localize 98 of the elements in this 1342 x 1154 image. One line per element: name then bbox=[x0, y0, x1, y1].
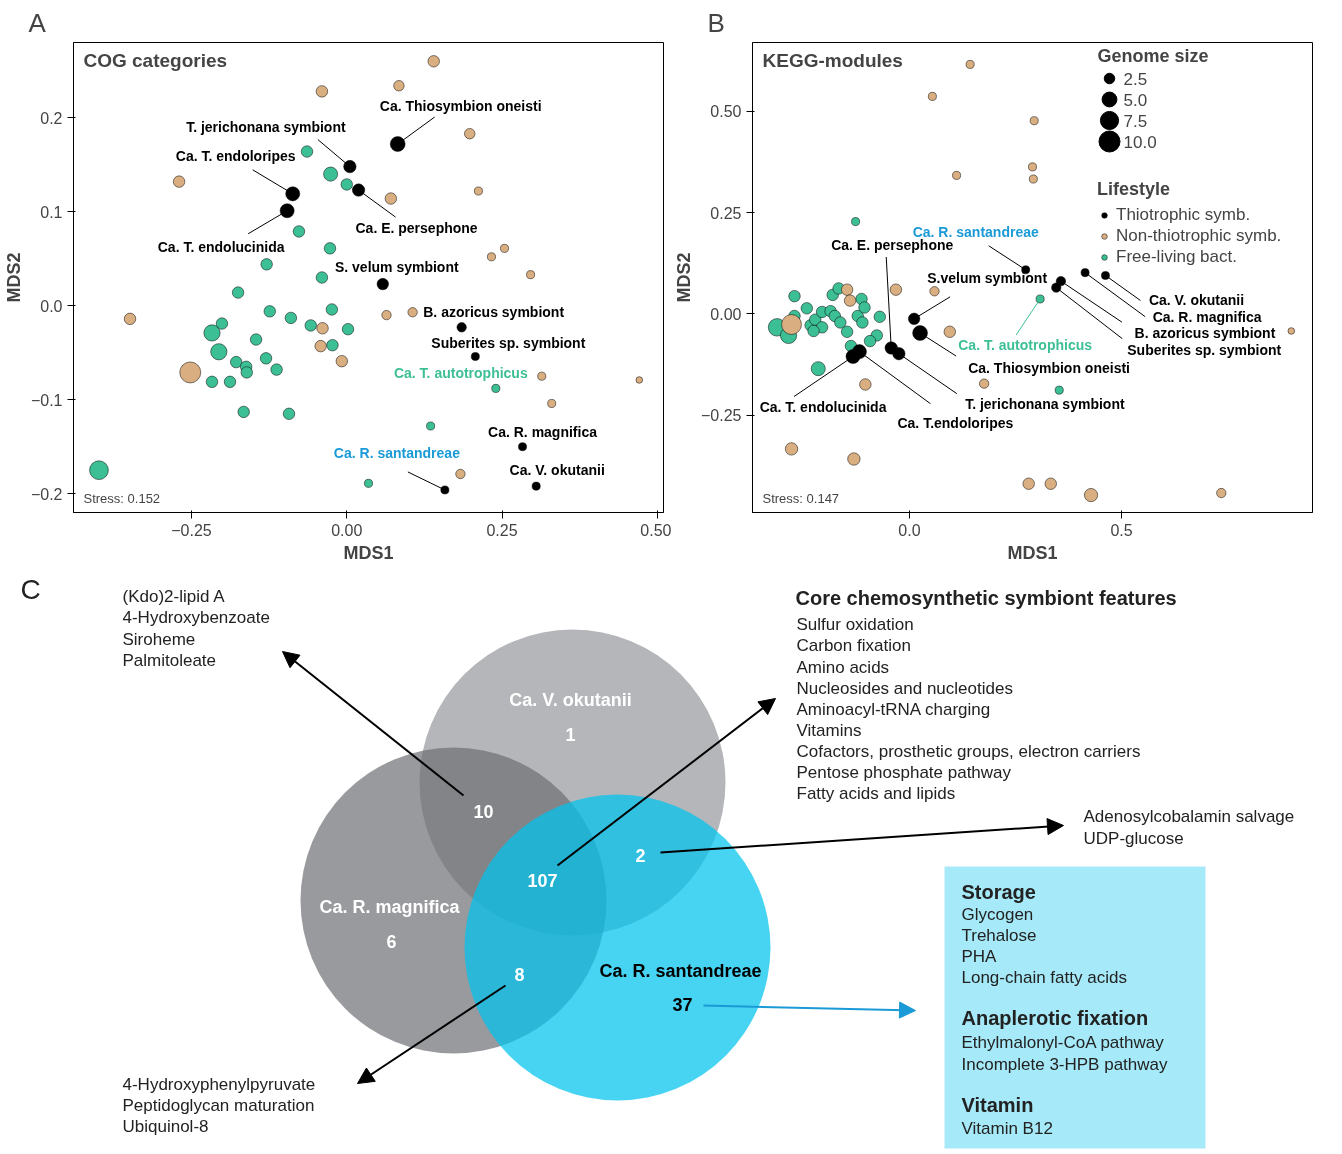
y-tick-label: 0.1 bbox=[40, 203, 63, 221]
annotation: Stress: 0.152 bbox=[83, 491, 161, 506]
legend-label: 10.0 bbox=[1123, 132, 1157, 152]
annotation: Ca. E. persephone bbox=[831, 237, 954, 253]
category-label: Ca. V. okutanii bbox=[509, 689, 632, 710]
x-tick-label: 0.5 bbox=[1110, 521, 1133, 539]
text: Aminoacyl-tRNA charging bbox=[796, 700, 991, 719]
text: B bbox=[707, 7, 725, 38]
text: Peptidoglycan maturation bbox=[122, 1096, 315, 1115]
y-tick-label: 0.0 bbox=[40, 297, 63, 315]
text: Long-chain fatty acids bbox=[961, 968, 1127, 987]
annotation: Ca. T. autotrophicus bbox=[393, 365, 528, 382]
legend-label: 5.0 bbox=[1123, 90, 1148, 110]
text: C bbox=[20, 574, 41, 605]
annotation: S.velum symbiont bbox=[927, 269, 1048, 286]
chart-title: COG categories bbox=[83, 50, 228, 71]
annotation: Ca. Thiosymbion oneisti bbox=[968, 360, 1130, 377]
text: Nucleosides and nucleotides bbox=[796, 679, 1013, 698]
text: 8 bbox=[514, 965, 525, 985]
text: Pentose phosphate pathway bbox=[796, 763, 1012, 782]
text: Vitamin B12 bbox=[961, 1119, 1053, 1138]
data-label: 37 bbox=[672, 995, 693, 1015]
x-tick-label: 0.25 bbox=[486, 521, 518, 539]
data-label: 1 bbox=[565, 725, 576, 745]
text: Storage bbox=[961, 880, 1036, 903]
x-axis-title: MDS1 bbox=[1007, 542, 1058, 563]
legend-label: Free-living bact. bbox=[1116, 247, 1237, 267]
text: Adenosylcobalamin salvage bbox=[1083, 807, 1295, 826]
annotation: Ca. E. persephone bbox=[355, 220, 478, 237]
text: 4-Hydroxyphenylpyruvate bbox=[122, 1075, 316, 1094]
annotation: Ca. V. okutanii bbox=[509, 462, 605, 479]
text: Sulfur oxidation bbox=[796, 615, 914, 634]
annotation: Ca. T.endoloripes bbox=[897, 414, 1014, 431]
annotation: S. velum symbiont bbox=[334, 259, 459, 276]
text: UDP-glucose bbox=[1083, 829, 1184, 848]
annotation: Ca. R. magnifica bbox=[1152, 308, 1262, 325]
y-axis-title: MDS2 bbox=[3, 252, 24, 303]
y-tick-label: 0.2 bbox=[40, 109, 63, 127]
annotation: Ca. T. autotrophicus bbox=[958, 336, 1093, 353]
text: Vitamins bbox=[796, 721, 862, 740]
legend-title: Lifestyle bbox=[1097, 179, 1172, 200]
text: Cofactors, prosthetic groups, electron carriers bbox=[796, 742, 1141, 761]
annotation: Suberites sp. symbiont bbox=[1127, 341, 1282, 358]
y-axis-title: MDS2 bbox=[674, 252, 695, 303]
annotation: Ca. Thiosymbion oneisti bbox=[379, 98, 542, 115]
legend-label: Thiotrophic symb. bbox=[1116, 205, 1251, 225]
y-tick-label: 0.25 bbox=[710, 204, 742, 222]
category-label: Ca. R. santandreae bbox=[599, 960, 762, 981]
annotation: Genome size bbox=[1097, 45, 1209, 66]
x-axis-title: MDS1 bbox=[343, 542, 394, 563]
annotation: Ca. R. santandreae bbox=[333, 444, 461, 461]
data-label: 6 bbox=[386, 932, 397, 952]
legend-label: 7.5 bbox=[1123, 111, 1148, 131]
text: Anaplerotic fixation bbox=[961, 1006, 1149, 1029]
annotation: Ca. T. endolucinida bbox=[157, 238, 285, 255]
text: Siroheme bbox=[122, 630, 196, 649]
annotation: Ca. R. magnifica bbox=[488, 423, 598, 440]
text: Carbon fixation bbox=[796, 636, 911, 655]
y-tick-label: 0.50 bbox=[710, 103, 742, 121]
x-tick-label: 0.00 bbox=[331, 521, 363, 539]
category-label: Ca. R. magnifica bbox=[319, 896, 461, 917]
text: Core chemosynthetic symbiont features bbox=[795, 586, 1177, 609]
x-tick-label: −0.25 bbox=[171, 521, 212, 539]
text: Incomplete 3-HPB pathway bbox=[961, 1055, 1168, 1074]
text: Palmitoleate bbox=[122, 651, 217, 670]
text: 10 bbox=[473, 802, 494, 822]
annotation: Stress: 0.147 bbox=[762, 491, 840, 506]
annotation: T. jerichonana symbiont bbox=[965, 395, 1125, 412]
text: A bbox=[28, 7, 47, 38]
annotation: B. azoricus symbiont bbox=[1134, 325, 1276, 342]
annotation: T. jerichonana symbiont bbox=[186, 118, 346, 135]
text: Ethylmalonyl-CoA pathway bbox=[961, 1033, 1165, 1052]
annotation: Ca. R. santandreae bbox=[912, 223, 1039, 240]
text: Amino acids bbox=[796, 658, 890, 677]
annotation: Suberites sp. symbiont bbox=[431, 335, 586, 352]
text: 2 bbox=[635, 846, 646, 866]
text: 4-Hydroxybenzoate bbox=[122, 608, 270, 627]
y-tick-label: −0.1 bbox=[30, 391, 63, 409]
annotation: Ca. T. endolucinida bbox=[759, 398, 887, 415]
text: Trehalose bbox=[961, 926, 1037, 945]
text: Ubiquinol-8 bbox=[122, 1117, 209, 1136]
text: Glycogen bbox=[961, 905, 1034, 924]
legend-label: Non-thiotrophic symb. bbox=[1116, 226, 1282, 246]
text: (Kdo)2-lipid A bbox=[122, 587, 226, 606]
text: Vitamin bbox=[961, 1093, 1034, 1116]
annotation: Ca. T. endoloripes bbox=[175, 147, 296, 164]
y-tick-label: 0.00 bbox=[710, 305, 742, 323]
annotation: Ca. V. okutanii bbox=[1148, 292, 1245, 309]
text: 107 bbox=[527, 871, 558, 891]
legend-label: 2.5 bbox=[1123, 69, 1148, 89]
x-tick-label: 0.0 bbox=[898, 521, 921, 539]
text: PHA bbox=[961, 947, 998, 966]
y-tick-label: −0.25 bbox=[701, 407, 742, 425]
text: Fatty acids and lipids bbox=[796, 784, 956, 803]
x-tick-label: 0.50 bbox=[640, 521, 672, 539]
chart-title: KEGG-modules bbox=[762, 50, 903, 71]
annotation: B. azoricus symbiont bbox=[423, 304, 565, 321]
y-tick-label: −0.2 bbox=[30, 485, 63, 503]
